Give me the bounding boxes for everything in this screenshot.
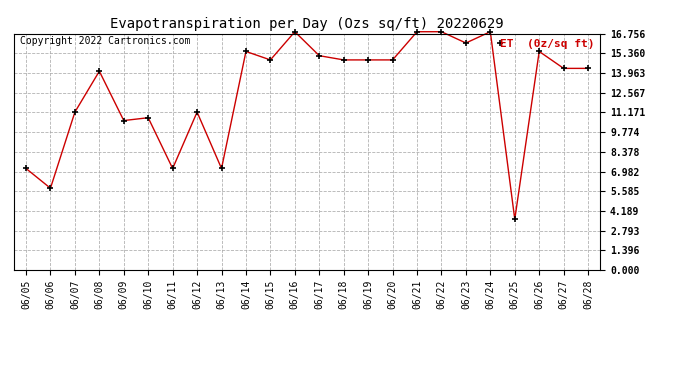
ET  (0z/sq ft): [119, 118, 128, 123]
ET  (0z/sq ft): [168, 166, 177, 171]
Line: ET  (0z/sq ft): ET (0z/sq ft): [23, 28, 591, 223]
ET  (0z/sq ft): [46, 186, 55, 190]
ET  (0z/sq ft): [437, 30, 446, 34]
ET  (0z/sq ft): [95, 69, 104, 74]
ET  (0z/sq ft): [535, 49, 543, 54]
ET  (0z/sq ft): [486, 30, 495, 34]
ET  (0z/sq ft): [241, 49, 250, 54]
ET  (0z/sq ft): [22, 166, 30, 171]
ET  (0z/sq ft): [584, 66, 592, 70]
ET  (0z/sq ft): [217, 166, 226, 171]
ET  (0z/sq ft): [290, 30, 299, 34]
ET  (0z/sq ft): [266, 58, 275, 62]
ET  (0z/sq ft): [560, 66, 568, 70]
ET  (0z/sq ft): [462, 41, 470, 45]
ET  (0z/sq ft): [193, 110, 201, 114]
ET  (0z/sq ft): [339, 58, 348, 62]
ET  (0z/sq ft): [413, 30, 421, 34]
ET  (0z/sq ft): [144, 116, 152, 120]
ET  (0z/sq ft): [364, 58, 373, 62]
ET  (0z/sq ft): [315, 54, 324, 58]
Title: Evapotranspiration per Day (Ozs sq/ft) 20220629: Evapotranspiration per Day (Ozs sq/ft) 2…: [110, 17, 504, 31]
ET  (0z/sq ft): [388, 58, 397, 62]
ET  (0z/sq ft): [511, 217, 519, 222]
Text: Copyright 2022 Cartronics.com: Copyright 2022 Cartronics.com: [19, 36, 190, 46]
ET  (0z/sq ft): [71, 110, 79, 114]
Legend: ET  (0z/sq ft): ET (0z/sq ft): [500, 39, 595, 49]
